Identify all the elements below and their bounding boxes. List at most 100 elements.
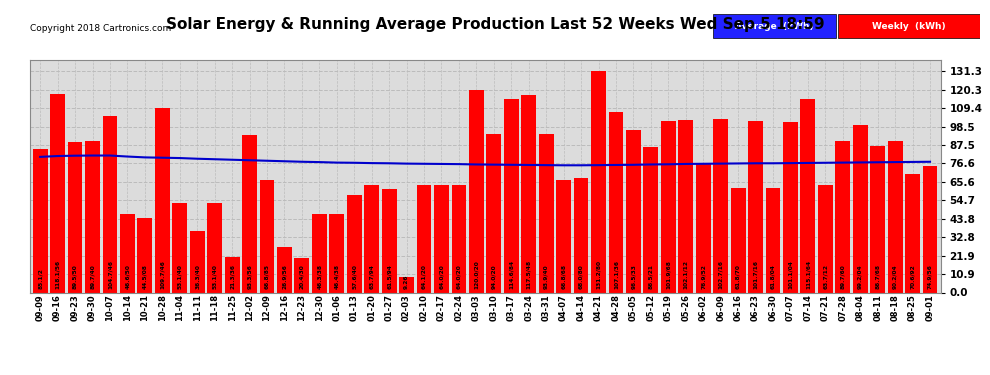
Text: 109.7/46: 109.7/46 bbox=[159, 260, 164, 289]
Bar bbox=[522, 94, 537, 292]
Bar bbox=[836, 141, 850, 292]
Bar bbox=[346, 195, 361, 292]
Bar bbox=[783, 122, 798, 292]
Text: 74.9/56: 74.9/56 bbox=[928, 264, 933, 289]
Bar bbox=[172, 203, 187, 292]
Text: 86.5/21: 86.5/21 bbox=[648, 264, 653, 289]
Text: 89.7/40: 89.7/40 bbox=[90, 264, 95, 289]
Text: 46.3/38: 46.3/38 bbox=[317, 264, 322, 289]
Text: 46.4/38: 46.4/38 bbox=[335, 264, 340, 289]
Text: 104.7/46: 104.7/46 bbox=[108, 260, 113, 289]
Bar bbox=[451, 184, 466, 292]
Bar bbox=[138, 217, 152, 292]
Bar bbox=[678, 120, 693, 292]
Bar bbox=[154, 108, 169, 292]
Bar bbox=[748, 121, 763, 292]
Bar bbox=[609, 112, 624, 292]
Bar bbox=[469, 90, 484, 292]
Text: 64.1/20: 64.1/20 bbox=[422, 264, 427, 289]
Text: 61.8/70: 61.8/70 bbox=[736, 264, 741, 289]
Bar bbox=[905, 174, 920, 292]
Bar bbox=[67, 142, 82, 292]
Bar bbox=[417, 184, 432, 292]
Text: 66.8/68: 66.8/68 bbox=[561, 264, 566, 289]
Text: 9.26: 9.26 bbox=[404, 274, 409, 289]
Text: 70.6/92: 70.6/92 bbox=[910, 264, 915, 289]
Text: 57.6/40: 57.6/40 bbox=[351, 264, 356, 289]
Text: 61.8/04: 61.8/04 bbox=[770, 264, 775, 289]
Bar bbox=[713, 14, 836, 38]
Bar bbox=[573, 178, 588, 292]
Text: 53.1/40: 53.1/40 bbox=[212, 264, 217, 289]
Text: 99.2/04: 99.2/04 bbox=[857, 264, 862, 289]
Bar bbox=[713, 120, 728, 292]
Bar bbox=[85, 141, 100, 292]
Text: 131.2/80: 131.2/80 bbox=[596, 260, 601, 289]
Bar bbox=[556, 180, 571, 292]
Text: 64.0/20: 64.0/20 bbox=[439, 264, 444, 289]
Text: 46.6/50: 46.6/50 bbox=[125, 264, 130, 289]
Bar bbox=[103, 116, 118, 292]
Bar bbox=[434, 184, 448, 292]
Bar bbox=[818, 185, 833, 292]
Bar bbox=[330, 214, 345, 292]
Text: 76.9/52: 76.9/52 bbox=[701, 264, 706, 289]
Text: 89.7/60: 89.7/60 bbox=[841, 264, 845, 289]
Text: 90.2/04: 90.2/04 bbox=[893, 264, 898, 289]
Bar bbox=[839, 14, 980, 38]
Bar bbox=[259, 180, 274, 292]
Text: Average  (kWh): Average (kWh) bbox=[735, 22, 814, 31]
Text: 93.3/56: 93.3/56 bbox=[248, 264, 252, 289]
Bar bbox=[888, 141, 903, 292]
Bar bbox=[731, 188, 745, 292]
Text: 26.9/56: 26.9/56 bbox=[282, 264, 287, 289]
Text: 89.5/50: 89.5/50 bbox=[72, 264, 77, 289]
Text: 20.4/30: 20.4/30 bbox=[299, 264, 304, 289]
Bar bbox=[243, 135, 257, 292]
Text: Copyright 2018 Cartronics.com: Copyright 2018 Cartronics.com bbox=[30, 24, 171, 33]
Text: 21.3/36: 21.3/36 bbox=[230, 264, 235, 289]
Bar bbox=[765, 188, 780, 292]
Text: 120.0/20: 120.0/20 bbox=[474, 260, 479, 289]
Bar bbox=[644, 147, 658, 292]
Text: 63.7/12: 63.7/12 bbox=[823, 264, 828, 289]
Text: 93.9/40: 93.9/40 bbox=[544, 264, 548, 289]
Text: 118.1/56: 118.1/56 bbox=[55, 260, 60, 289]
Text: 101.7/16: 101.7/16 bbox=[753, 260, 758, 289]
Bar bbox=[870, 146, 885, 292]
Bar bbox=[225, 256, 240, 292]
Bar bbox=[696, 163, 711, 292]
Bar bbox=[661, 121, 676, 292]
Bar bbox=[591, 71, 606, 292]
Text: 44.5/08: 44.5/08 bbox=[143, 264, 148, 289]
Text: 86.7/68: 86.7/68 bbox=[875, 264, 880, 289]
Bar bbox=[399, 277, 414, 292]
Bar bbox=[277, 247, 292, 292]
Text: 36.3/40: 36.3/40 bbox=[195, 264, 200, 289]
Text: 61.5/94: 61.5/94 bbox=[387, 264, 392, 289]
Text: 85.1/2: 85.1/2 bbox=[38, 268, 43, 289]
Bar bbox=[294, 258, 309, 292]
Bar bbox=[801, 99, 816, 292]
Text: Solar Energy & Running Average Production Last 52 Weeks Wed Sep 5 18:59: Solar Energy & Running Average Productio… bbox=[165, 17, 825, 32]
Text: 64.0/20: 64.0/20 bbox=[456, 264, 461, 289]
Bar bbox=[364, 185, 379, 292]
Bar bbox=[486, 134, 501, 292]
Text: 115.1/64: 115.1/64 bbox=[806, 260, 811, 289]
Text: 96.5/33: 96.5/33 bbox=[631, 264, 636, 289]
Bar bbox=[50, 93, 65, 292]
Text: Weekly  (kWh): Weekly (kWh) bbox=[872, 22, 946, 31]
Bar bbox=[626, 130, 641, 292]
Bar bbox=[33, 149, 48, 292]
Text: 107.1/36: 107.1/36 bbox=[614, 260, 619, 289]
Text: 114.6/84: 114.6/84 bbox=[509, 260, 514, 289]
Text: 66.8/85: 66.8/85 bbox=[264, 264, 269, 289]
Bar bbox=[504, 99, 519, 292]
Text: 101.9/68: 101.9/68 bbox=[666, 260, 671, 289]
Text: 63.7/94: 63.7/94 bbox=[369, 264, 374, 289]
Text: 53.1/40: 53.1/40 bbox=[177, 264, 182, 289]
Bar bbox=[190, 231, 205, 292]
Bar bbox=[923, 166, 938, 292]
Bar bbox=[382, 189, 397, 292]
Bar bbox=[312, 214, 327, 292]
